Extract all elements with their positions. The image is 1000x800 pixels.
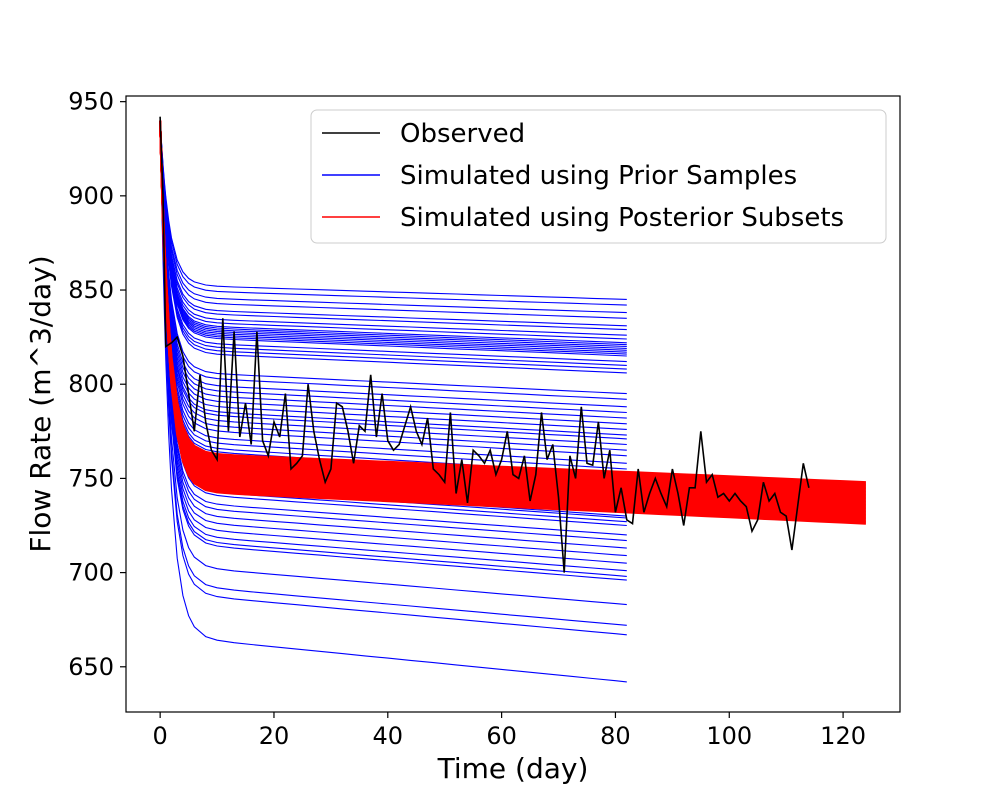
- plot-frame: [125, 95, 901, 713]
- observed-series-line: [159, 116, 810, 573]
- y-tick-label: 900: [68, 182, 114, 210]
- y-tick-label: 950: [68, 88, 114, 116]
- x-tick-label: 0: [153, 722, 168, 750]
- y-tick-label: 750: [68, 464, 114, 492]
- legend: Observed Simulated using Prior Samples S…: [310, 109, 887, 244]
- x-tick-label: 120: [820, 722, 866, 750]
- prior-series-line: [159, 120, 627, 581]
- prior-series-line: [159, 120, 627, 306]
- prior-series-line: [159, 120, 627, 636]
- y-axis: 650 700 750 800 850 900 950: [68, 88, 126, 681]
- legend-label-prior: Simulated using Prior Samples: [400, 161, 797, 191]
- x-tick-label: 80: [600, 722, 631, 750]
- y-axis-title: Flow Rate (m^3/day): [24, 255, 57, 552]
- prior-series-line: [159, 120, 627, 606]
- y-tick-label: 700: [68, 559, 114, 587]
- x-axis: 0 20 40 60 80 100 120: [153, 712, 866, 750]
- prior-series-line: [159, 120, 627, 374]
- prior-series-line: [159, 120, 627, 319]
- posterior-series-line: [159, 120, 866, 484]
- y-tick-label: 800: [68, 370, 114, 398]
- legend-box: [310, 109, 887, 244]
- y-tick-label: 850: [68, 276, 114, 304]
- prior-series-line: [159, 120, 627, 683]
- x-tick-label: 20: [259, 722, 290, 750]
- x-axis-title: Time (day): [437, 752, 589, 785]
- legend-label-posterior: Simulated using Posterior Subsets: [400, 203, 844, 233]
- y-tick-label: 650: [68, 653, 114, 681]
- x-tick-label: 40: [373, 722, 404, 750]
- observed-series-group: [159, 116, 810, 573]
- x-tick-label: 100: [706, 722, 752, 750]
- legend-label-observed: Observed: [400, 119, 525, 149]
- x-tick-label: 60: [486, 722, 517, 750]
